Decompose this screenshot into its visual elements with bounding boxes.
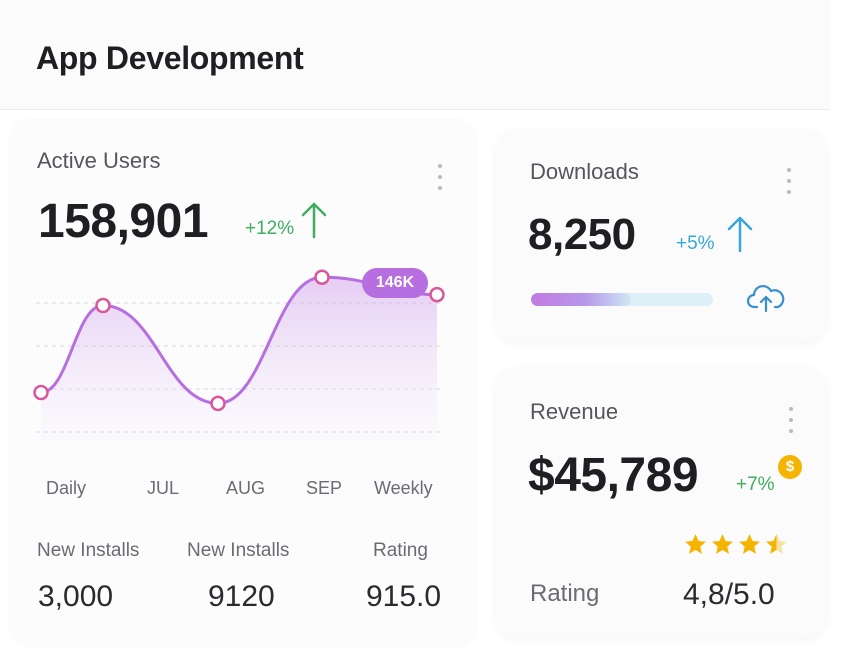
active-users-value: 158,901 <box>38 195 209 248</box>
revenue-card <box>496 368 826 638</box>
downloads-card <box>496 130 826 342</box>
page-title: App Development <box>36 40 304 76</box>
chart-point-aug[interactable] <box>210 395 226 412</box>
rating-stars <box>683 532 789 557</box>
revenue-label: Revenue <box>530 399 619 424</box>
rating-value: 4,8/5.0 <box>683 578 775 611</box>
downloads-value: 8,250 <box>528 210 636 259</box>
stat-value-new-installs: 3,000 <box>38 580 114 613</box>
star-icon <box>712 534 733 554</box>
x-label-sep: SEP <box>306 478 343 498</box>
header: App Development <box>0 0 830 110</box>
stat-value-rating: 915.0 <box>366 580 442 613</box>
coin-icon: $ <box>778 455 802 479</box>
x-label-aug: AUG <box>226 478 266 498</box>
arrow-up-icon <box>727 216 753 253</box>
chart-area <box>41 277 437 440</box>
star-icon <box>739 534 760 554</box>
revenue-value: $45,789 <box>528 449 699 502</box>
active-users-change: +12% <box>245 218 295 239</box>
revenue-change: +7% <box>736 474 775 495</box>
chart-point-daily[interactable] <box>33 384 49 401</box>
x-label-weekly: Weekly <box>374 478 433 498</box>
x-label-daily: Daily <box>46 478 87 498</box>
active-users-more-icon[interactable] <box>436 164 444 190</box>
chart-point-weekly[interactable] <box>429 286 445 303</box>
revenue-more-icon[interactable] <box>787 407 795 433</box>
chart-point-sep[interactable] <box>314 269 330 285</box>
downloads-progress-fill <box>531 293 632 306</box>
cloud-upload-icon[interactable] <box>746 282 786 314</box>
chart-point-jul[interactable] <box>95 297 111 314</box>
peak-badge: 146K <box>362 268 428 298</box>
x-label-jul: JUL <box>147 478 180 498</box>
downloads-change: +5% <box>676 233 715 254</box>
downloads-label: Downloads <box>530 159 639 184</box>
downloads-more-icon[interactable] <box>785 168 793 194</box>
stat-label-new-installs-2: New Installs <box>187 540 290 561</box>
stat-label-new-installs: New Installs <box>37 540 140 561</box>
stat-label-rating: Rating <box>373 540 428 561</box>
star-icon <box>685 534 706 554</box>
star-half-icon <box>766 534 787 554</box>
stat-value-new-installs-2: 9120 <box>208 580 275 613</box>
downloads-progress-bar <box>531 293 713 306</box>
arrow-up-icon <box>301 202 327 239</box>
rating-label: Rating <box>530 580 600 607</box>
active-users-label: Active Users <box>37 148 161 173</box>
